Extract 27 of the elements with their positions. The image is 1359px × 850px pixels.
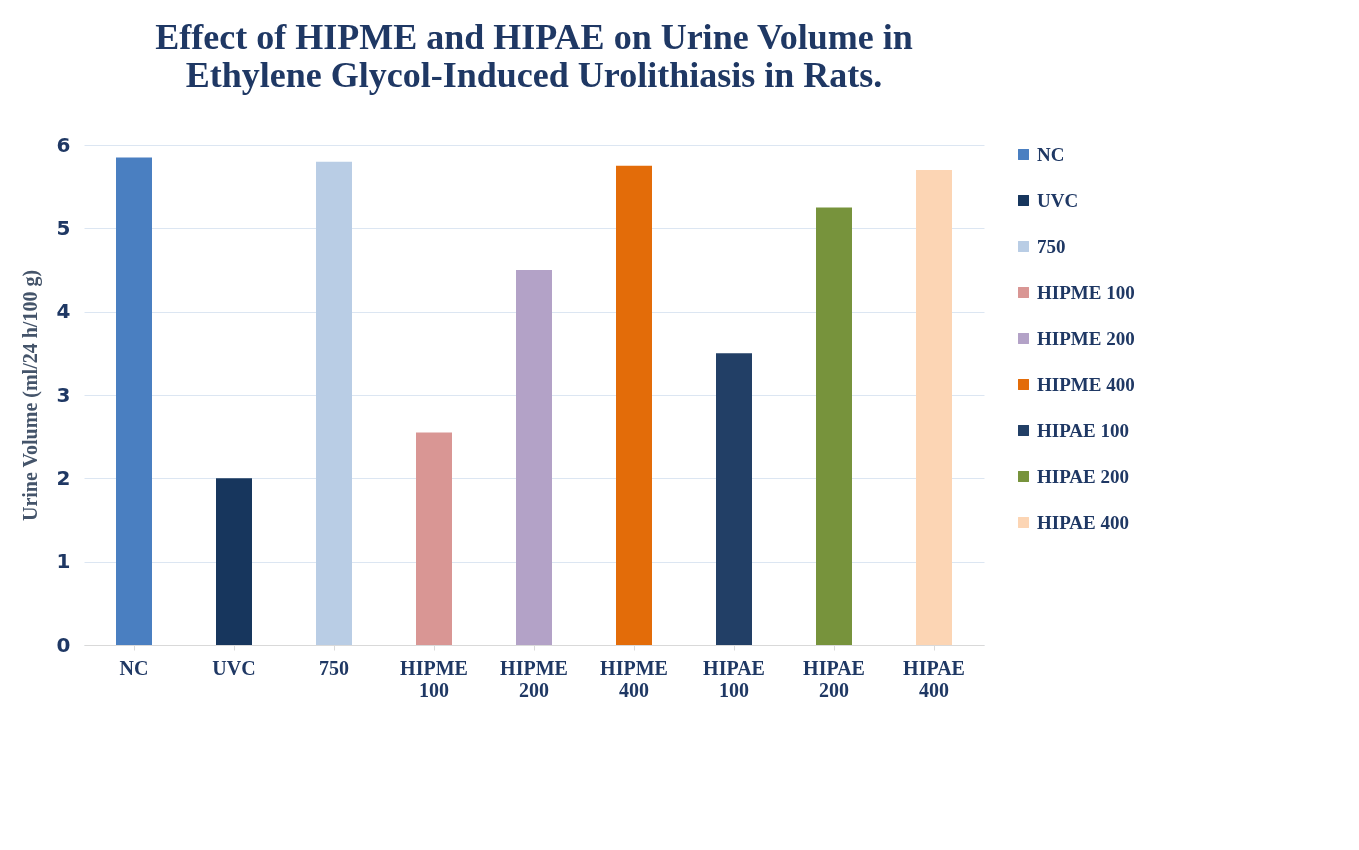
y-tick-label: 0 — [56, 632, 71, 657]
x-tick-label: UVC — [212, 656, 256, 679]
legend-label: HIPAE 100 — [1037, 419, 1130, 441]
y-tick-label: 6 — [56, 132, 71, 157]
legend-label: HIPAE 200 — [1037, 465, 1130, 487]
chart-title: Effect of HIPME and HIPAE on Urine Volume in Ethylene Glycol-Induced Urolithiasis in Rats. — [155, 17, 913, 95]
x-tick-label: HIPME 200 — [500, 656, 568, 701]
y-tick-label: 2 — [56, 465, 71, 490]
y-tick-label: 5 — [56, 215, 71, 240]
x-tick-label: 750 — [319, 656, 349, 679]
legend-label: HIPAE 400 — [1037, 511, 1130, 533]
x-tick-label: HIPME 100 — [400, 656, 468, 701]
y-tick-label: 1 — [56, 549, 71, 574]
legend-label: HIPME 400 — [1037, 373, 1135, 395]
y-tick-label: 3 — [56, 382, 71, 407]
legend-label: NC — [1037, 143, 1065, 165]
x-tick-label: HIPAE 400 — [903, 656, 965, 701]
legend-label: 750 — [1037, 235, 1066, 257]
y-tick-label: 4 — [56, 299, 71, 324]
legend-label: HIPME 100 — [1037, 281, 1135, 303]
legend-label: UVC — [1037, 189, 1079, 211]
x-tick-label: HIPME 400 — [600, 656, 668, 701]
x-tick-label: HIPAE 200 — [803, 656, 865, 701]
x-tick-label: NC — [119, 656, 149, 679]
y-axis-title: Urine Volume (ml/24 h/100 g) — [18, 269, 42, 522]
x-tick-label: HIPAE 100 — [703, 656, 765, 701]
legend-label: HIPME 200 — [1037, 327, 1135, 349]
